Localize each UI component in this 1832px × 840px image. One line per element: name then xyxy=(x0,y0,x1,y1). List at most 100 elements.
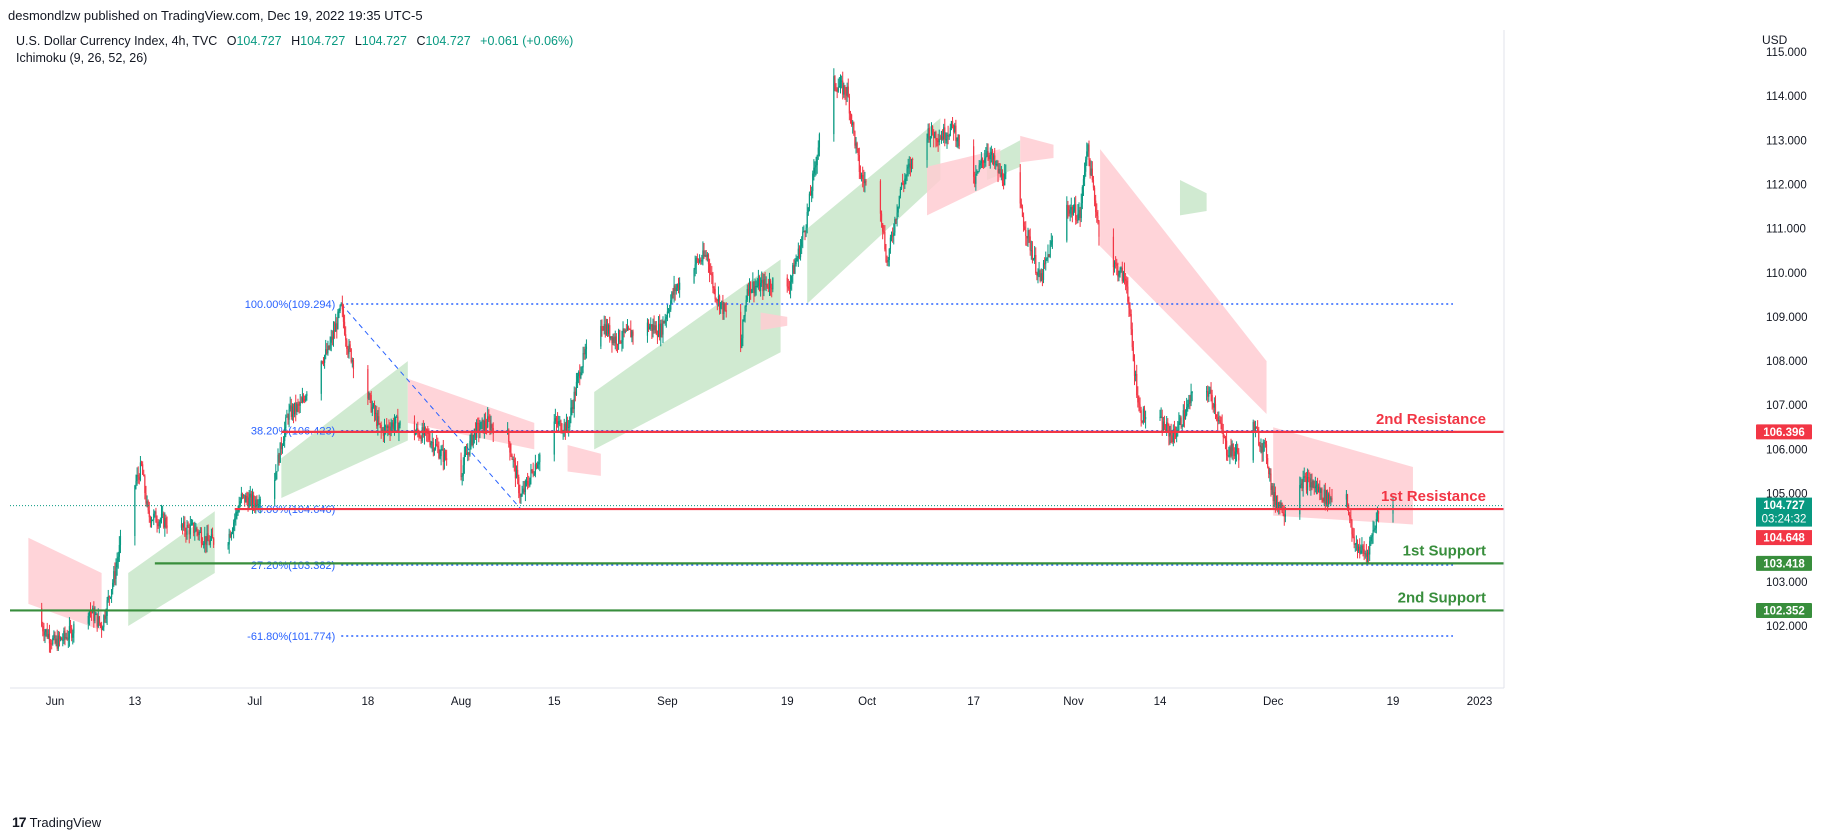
candle-body xyxy=(52,638,54,645)
ichimoku-cloud-bullish xyxy=(128,511,215,626)
candle-body xyxy=(747,288,750,294)
ichimoku-cloud-bearish xyxy=(1100,149,1267,415)
candle-body xyxy=(134,485,136,537)
candle-body xyxy=(653,324,655,331)
candle-body xyxy=(553,421,555,455)
candle-body xyxy=(414,432,417,435)
candle-body xyxy=(1268,466,1270,474)
candle-body xyxy=(892,235,894,237)
candle-body xyxy=(1164,429,1167,432)
candle-body xyxy=(986,151,988,157)
fib-label: 27.20%(103.382) xyxy=(251,560,335,572)
candle-body xyxy=(481,419,483,422)
candle-body xyxy=(484,420,487,427)
candle-body xyxy=(138,476,140,480)
candle-body xyxy=(299,402,301,406)
candle-body xyxy=(304,399,306,401)
candle-body xyxy=(613,337,615,343)
candle-body xyxy=(377,416,379,427)
tradingview-logo[interactable]: 17 TradingView xyxy=(12,814,101,830)
candle-body xyxy=(980,158,982,164)
candle-body xyxy=(99,623,102,625)
candle-body xyxy=(910,159,913,169)
candle-body xyxy=(1273,492,1275,502)
fib-label: 100.00%(109.294) xyxy=(245,299,336,311)
candle-body xyxy=(44,631,46,636)
candle-body xyxy=(1280,502,1282,508)
candle-body xyxy=(958,134,960,147)
candle-body xyxy=(859,171,862,178)
candle-body xyxy=(1345,494,1348,500)
candle-body xyxy=(1224,437,1227,441)
candle-body xyxy=(428,433,430,440)
candle-body xyxy=(393,423,396,429)
candle-body xyxy=(533,474,535,476)
candle-body xyxy=(714,288,716,299)
candle-body xyxy=(1183,410,1186,419)
candle-body xyxy=(1005,172,1007,174)
candle-body xyxy=(1358,546,1360,552)
candle-body xyxy=(907,166,909,169)
candle-body xyxy=(1002,182,1005,186)
time-tick-label: 13 xyxy=(128,696,141,708)
candle-body xyxy=(369,393,371,395)
candle-body xyxy=(417,428,419,433)
candle-body xyxy=(880,213,883,224)
candle-body xyxy=(234,518,236,523)
candle-body xyxy=(244,494,246,503)
candle-body xyxy=(510,452,512,456)
candle-body xyxy=(1318,486,1320,493)
candle-body xyxy=(115,567,117,579)
high-label: H xyxy=(291,34,301,48)
ichimoku-cloud-bearish xyxy=(927,149,1001,216)
candle-body xyxy=(461,475,463,478)
candle-body xyxy=(763,279,765,292)
time-tick-label: Jul xyxy=(247,696,262,708)
candle-body xyxy=(621,339,623,343)
candle-body xyxy=(717,296,720,302)
price-tick-label: 113.000 xyxy=(1766,135,1807,147)
candle-body xyxy=(984,158,986,163)
indicator-legend[interactable]: Ichimoku (9, 26, 52, 26) xyxy=(16,51,148,65)
candle-body xyxy=(1032,258,1035,261)
candle-body xyxy=(188,527,190,535)
candle-body xyxy=(676,284,679,288)
candle-body xyxy=(601,326,603,329)
symbol-legend[interactable]: U.S. Dollar Currency Index, 4h, TVC O104… xyxy=(16,34,573,48)
candle-body xyxy=(332,329,335,340)
candle-body xyxy=(1306,477,1309,491)
candle-body xyxy=(323,355,326,363)
candle-body xyxy=(661,323,663,335)
candle-body xyxy=(754,286,756,294)
candle-body xyxy=(49,643,52,645)
candle-body xyxy=(1310,482,1312,488)
candle-body xyxy=(154,511,156,514)
time-axis: Jun 13 Jul 18 Aug 15 Sep 19 Oct 17 Nov 14 Dec 19 2023 xyxy=(10,687,1504,708)
candle-body xyxy=(1123,271,1126,279)
candle-body xyxy=(1213,403,1215,408)
ichimoku-clouds xyxy=(28,118,1413,631)
candle-body xyxy=(439,456,441,459)
candle-body xyxy=(114,571,116,579)
candle-body xyxy=(184,521,186,532)
candle-body xyxy=(66,637,68,640)
candle-body xyxy=(603,324,605,331)
candle-body xyxy=(88,610,90,616)
candle-body xyxy=(94,614,96,622)
candle-body xyxy=(289,405,291,410)
candle-body xyxy=(341,303,343,310)
candle-body xyxy=(203,544,205,546)
candle-body xyxy=(1078,210,1080,214)
candle-body xyxy=(977,171,979,173)
candle-body xyxy=(864,180,866,184)
candle-body xyxy=(286,416,288,418)
candle-body xyxy=(103,615,105,628)
candle-body xyxy=(698,259,701,263)
candle-body xyxy=(534,464,536,475)
time-tick-label: 18 xyxy=(361,696,374,708)
candle-body xyxy=(793,265,795,274)
candle-body xyxy=(480,421,482,430)
candle-body xyxy=(656,334,659,337)
candle-body xyxy=(340,303,342,306)
